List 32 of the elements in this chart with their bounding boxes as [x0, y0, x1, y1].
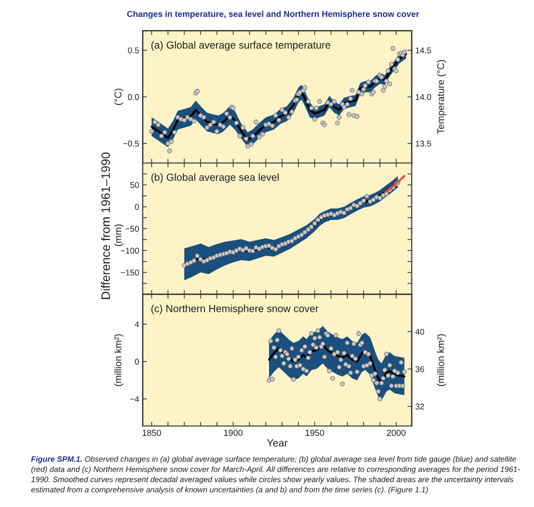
y-tick-label: −50	[126, 226, 139, 232]
y-tick-label: 50	[130, 182, 139, 188]
y2-axis-title: Temperature (°C)	[436, 60, 446, 134]
y2-tick-label: 13.5	[416, 140, 432, 147]
x-tick-label: 1850	[142, 430, 162, 436]
y-axis-title: (mm)	[114, 224, 124, 246]
x-axis-title: Year	[266, 439, 288, 447]
y2-tick-label: 14.5	[416, 48, 432, 54]
y-tick-label: −4	[130, 396, 139, 402]
y-tick-label: −100	[120, 248, 139, 254]
y2-tick-label: 40	[415, 328, 424, 335]
y-axis-title: (°C)	[114, 88, 124, 105]
x-tick-label: 1900	[224, 430, 243, 436]
text: (a) Global average surface temperature	[151, 41, 330, 51]
y-tick-label: −150	[120, 270, 139, 276]
text: (b) Global average sea level	[151, 173, 279, 183]
chart-title: Changes in temperature, sea level and Northern Hemisphere snow cover	[127, 10, 420, 19]
text: Difference from 1961–1990	[101, 152, 110, 299]
y2-axis-title: (million km²)	[436, 334, 446, 386]
x-tick-label: 1950	[306, 430, 324, 436]
y-tick-label: 0.0	[128, 94, 139, 100]
y-axis-title: (million km²)	[114, 334, 124, 386]
y2-tick-label: 36	[415, 366, 424, 372]
y-tick-label: 0	[134, 204, 139, 210]
text: (c) Northern Hemisphere snow cover	[151, 304, 319, 314]
x-tick-label: 2000	[386, 430, 406, 436]
y2-tick-label: 14.0	[416, 94, 432, 100]
y-tick-label: 4	[134, 321, 139, 328]
y-tick-label: 0	[134, 358, 139, 365]
y2-tick-label: 32	[415, 404, 424, 410]
y-tick-label: −0.5	[123, 140, 139, 147]
y-tick-label: 0.5	[128, 47, 139, 54]
